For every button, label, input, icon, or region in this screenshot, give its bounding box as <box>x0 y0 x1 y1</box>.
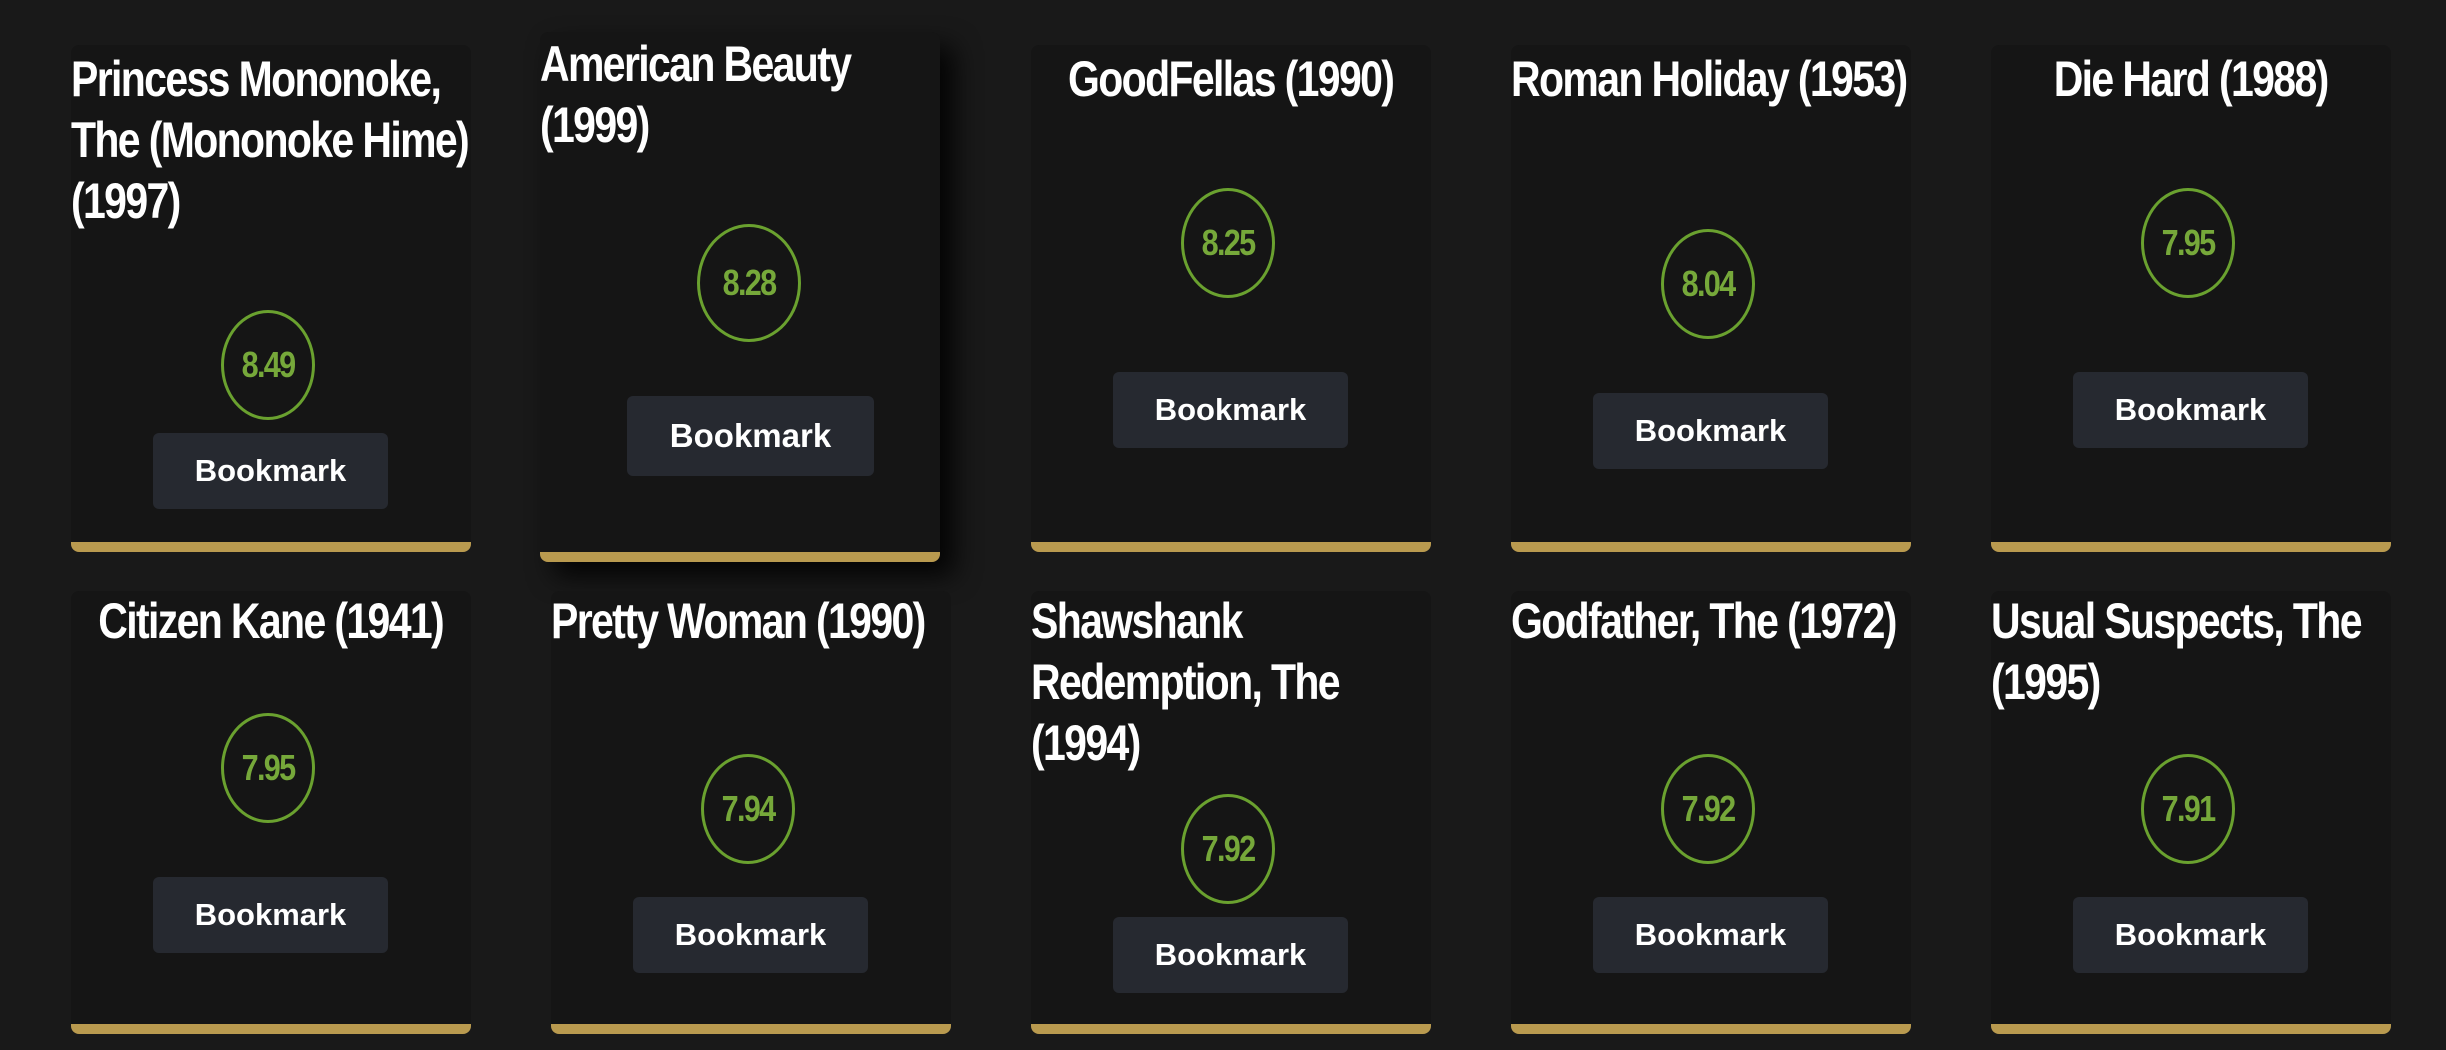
rating-badge: 8.04 <box>1661 229 1755 339</box>
movie-card[interactable]: Citizen Kane (1941) 7.95 Bookmark <box>71 591 471 1034</box>
rating-value: 7.94 <box>721 788 776 829</box>
rating-badge: 8.28 <box>697 224 801 342</box>
rating-value: 7.92 <box>1681 788 1736 829</box>
rating-badge: 7.95 <box>2141 188 2235 298</box>
rating-value: 8.28 <box>722 262 777 303</box>
movie-card[interactable]: Die Hard (1988) 7.95 Bookmark <box>1991 45 2391 552</box>
bookmark-button[interactable]: Bookmark <box>1113 372 1348 448</box>
movie-card[interactable]: Roman Holiday (1953) 8.04 Bookmark <box>1511 45 1911 552</box>
rating-value: 7.91 <box>2161 788 2216 829</box>
movie-card[interactable]: Princess Mononoke, The (Mononoke Hime) (… <box>71 45 471 552</box>
movie-title: Usual Suspects, The (1995) <box>1991 593 2362 710</box>
rating-value: 7.95 <box>2161 222 2216 263</box>
movie-title: American Beauty (1999) <box>540 36 852 153</box>
movie-title: Roman Holiday (1953) <box>1511 51 1908 107</box>
movie-title: Shawshank Redemption, The (1994) <box>1031 593 1341 771</box>
movie-card[interactable]: GoodFellas (1990) 8.25 Bookmark <box>1031 45 1431 552</box>
rating-badge: 8.49 <box>221 310 315 420</box>
bookmark-button[interactable]: Bookmark <box>1593 897 1828 973</box>
bookmark-button[interactable]: Bookmark <box>2073 372 2308 448</box>
rating-badge: 7.94 <box>701 754 795 864</box>
movie-title: Princess Mononoke, The (Mononoke Hime) (… <box>71 51 470 229</box>
bookmark-button[interactable]: Bookmark <box>633 897 868 973</box>
bookmark-button[interactable]: Bookmark <box>2073 897 2308 973</box>
bookmark-button[interactable]: Bookmark <box>1593 393 1828 469</box>
bookmark-button[interactable]: Bookmark <box>627 396 874 476</box>
bookmark-button[interactable]: Bookmark <box>153 877 388 953</box>
rating-badge: 7.92 <box>1181 794 1275 904</box>
movie-title: Godfather, The (1972) <box>1511 593 1897 649</box>
movie-card[interactable]: American Beauty (1999) 8.28 Bookmark <box>540 32 940 562</box>
movie-card[interactable]: Shawshank Redemption, The (1994) 7.92 Bo… <box>1031 591 1431 1034</box>
movie-card[interactable]: Usual Suspects, The (1995) 7.91 Bookmark <box>1991 591 2391 1034</box>
movie-title: Die Hard (1988) <box>2053 51 2330 107</box>
rating-value: 7.95 <box>241 747 296 788</box>
movie-title: Pretty Woman (1990) <box>551 593 926 649</box>
rating-value: 8.49 <box>241 344 296 385</box>
rating-value: 8.04 <box>1681 263 1736 304</box>
rating-value: 7.92 <box>1201 828 1256 869</box>
bookmark-button[interactable]: Bookmark <box>1113 917 1348 993</box>
rating-badge: 8.25 <box>1181 188 1275 298</box>
rating-badge: 7.95 <box>221 713 315 823</box>
movie-title: GoodFellas (1990) <box>1068 51 1395 107</box>
bookmark-button[interactable]: Bookmark <box>153 433 388 509</box>
rating-value: 8.25 <box>1201 222 1256 263</box>
rating-badge: 7.92 <box>1661 754 1755 864</box>
movie-card[interactable]: Godfather, The (1972) 7.92 Bookmark <box>1511 591 1911 1034</box>
rating-badge: 7.91 <box>2141 754 2235 864</box>
movie-card[interactable]: Pretty Woman (1990) 7.94 Bookmark <box>551 591 951 1034</box>
movie-title: Citizen Kane (1941) <box>98 593 444 649</box>
